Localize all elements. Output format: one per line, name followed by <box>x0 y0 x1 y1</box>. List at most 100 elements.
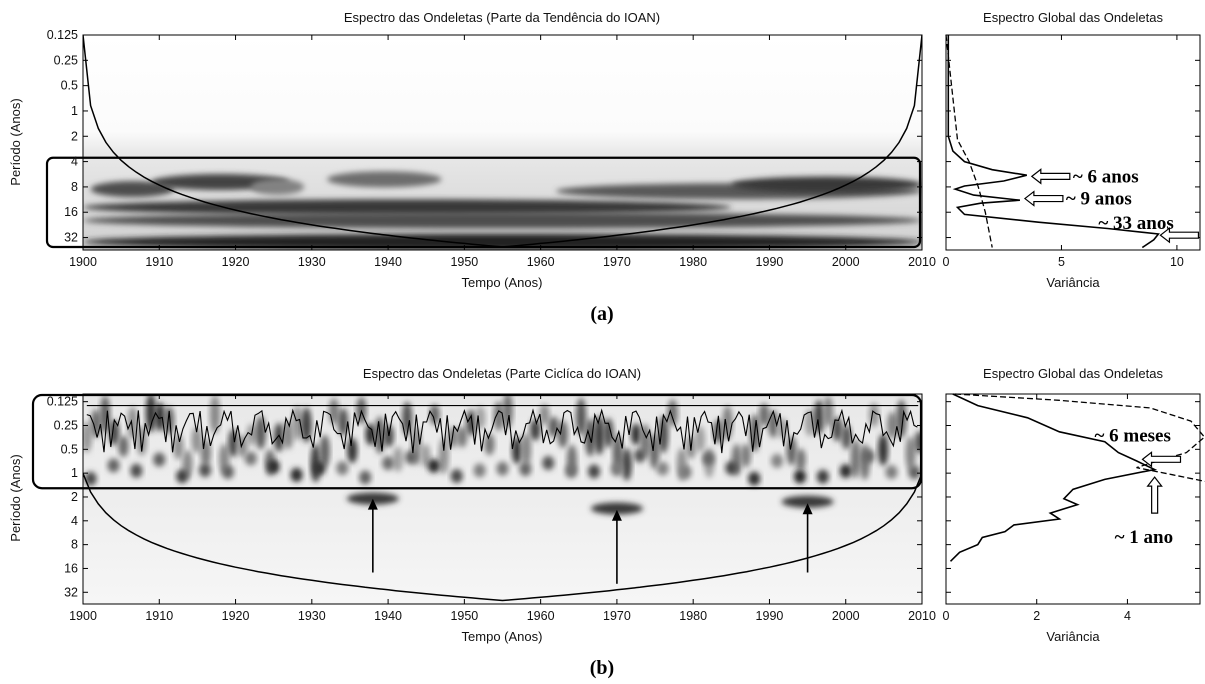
panel-b-global-y-ticks <box>946 401 1200 593</box>
annotation-label: ~ 6 anos <box>1073 166 1139 187</box>
heatmap-cell <box>839 464 852 479</box>
heatmap-cell <box>519 462 532 477</box>
heatmap-cell <box>530 419 541 441</box>
heatmap-band <box>83 212 922 229</box>
heatmap-cell <box>905 436 916 471</box>
heatmap-cell <box>565 464 578 479</box>
y-tick-label: 0.125 <box>47 395 78 409</box>
panel-b-global-x-label: Variância <box>1046 629 1100 644</box>
heatmap-cell <box>319 434 330 468</box>
heatmap-cell <box>290 467 303 482</box>
annotation-label: ~ 33 anos <box>1098 213 1173 234</box>
panel-b-caption: (b) <box>590 657 614 679</box>
panel-b-y-label: Período (Anos) <box>8 454 23 541</box>
heatmap-cell <box>640 424 651 458</box>
heatmap-blob <box>590 502 643 515</box>
x-tick-label: 1950 <box>450 609 478 623</box>
heatmap-cell <box>450 469 463 484</box>
heatmap-cell <box>365 423 376 446</box>
arrow-head <box>367 498 378 510</box>
heatmap-cell <box>862 449 875 464</box>
x-tick-label: 1920 <box>222 255 250 269</box>
panel-b-y-ticks: 0.125 0.25 0.5 1 2 4 8 16 32 <box>47 395 922 599</box>
y-tick-label: 0.125 <box>47 28 78 42</box>
panel-b-global-x-ticks: 0 2 4 <box>943 394 1131 623</box>
heatmap-cell <box>914 430 922 454</box>
x-tick-label: 1900 <box>69 609 97 623</box>
heatmap-cell <box>658 415 669 454</box>
heatmap-cell <box>621 448 632 481</box>
annotation-label: ~ 1 ano <box>1115 527 1173 548</box>
heatmap-cell <box>679 465 692 480</box>
y-tick-label: 32 <box>64 231 78 245</box>
heatmap-cell <box>603 417 614 448</box>
heatmap-cell <box>267 459 280 474</box>
panel-a-global: Espectro Global das Ondeletas 0 5 10 Variâ… <box>943 10 1201 290</box>
heatmap-cell <box>173 434 184 460</box>
hollow-arrow <box>1141 451 1182 468</box>
heatmap-cell <box>484 433 495 456</box>
solid-line <box>949 393 1158 562</box>
panel-b-global-title: Espectro Global das Ondeletas <box>983 366 1163 381</box>
panel-b-spectrum: Espectro das Ondeletas (Parte Ciclíca do… <box>8 366 936 644</box>
heatmap-cell <box>548 416 559 438</box>
heatmap-cell <box>244 451 257 466</box>
heatmap-cell <box>457 426 468 448</box>
heatmap-cell <box>725 460 738 475</box>
heatmap-cell <box>594 415 605 455</box>
heatmap-cell <box>878 433 889 466</box>
heatmap-cell <box>438 437 449 475</box>
panel-a-global-y-ticks <box>946 34 1200 239</box>
y-tick-label: 2 <box>71 490 78 504</box>
panel-a-heatmap <box>83 171 922 250</box>
x-tick-label: 1920 <box>222 609 250 623</box>
heatmap-cell <box>209 395 220 434</box>
arrow-head <box>802 503 813 515</box>
panel-a-highlight-band <box>45 156 922 249</box>
annotation-label: ~ 9 anos <box>1066 189 1132 210</box>
y-tick-label: 16 <box>64 561 78 575</box>
x-tick-label: 2000 <box>832 609 860 623</box>
panel-a-global-title: Espectro Global das Ondeletas <box>983 10 1163 25</box>
panel-a-y-label: Período (Anos) <box>8 98 23 185</box>
heatmap-cell <box>301 407 312 443</box>
heatmap-cell <box>795 448 806 471</box>
y-tick-label: 4 <box>71 155 78 169</box>
heatmap-cell <box>420 443 431 468</box>
heatmap-cell <box>200 438 211 467</box>
y-tick-label: 0.5 <box>61 79 78 93</box>
y-tick-label: 32 <box>64 585 78 599</box>
heatmap-cell <box>118 435 129 457</box>
heatmap-cell <box>896 399 907 439</box>
x-tick-label: 1950 <box>450 255 478 269</box>
x-tick-label: 0 <box>943 255 950 269</box>
hollow-arrow <box>1159 226 1200 244</box>
x-tick-label: 5 <box>1058 255 1065 269</box>
panel-a-x-label: Tempo (Anos) <box>462 275 543 290</box>
heatmap-cell <box>475 405 486 430</box>
y-tick-label: 0.5 <box>61 442 78 456</box>
heatmap-cell <box>511 437 522 465</box>
heatmap-cell <box>804 408 815 437</box>
panel-a-global-x-ticks: 0 5 10 <box>943 35 1184 269</box>
x-tick-label: 1960 <box>527 255 555 269</box>
heatmap-cell <box>328 398 339 425</box>
heatmap-cell <box>702 451 715 466</box>
panel-b-highlight-band <box>31 393 923 490</box>
heatmap-band <box>83 233 922 250</box>
heatmap-cell <box>610 462 623 477</box>
y-tick-label: 8 <box>71 538 78 552</box>
panel-b-arrows <box>367 498 813 584</box>
x-tick-label: 1970 <box>603 609 631 623</box>
x-tick-label: 1910 <box>145 255 173 269</box>
heatmap-cell <box>502 394 513 429</box>
panel-a-spectrum: Espectro das Ondeletas (Parte da Tendênc… <box>8 10 936 290</box>
heatmap-cell <box>336 461 349 476</box>
annotation-label: ~ 6 meses <box>1095 425 1171 446</box>
panel-a-caption: (a) <box>590 303 613 325</box>
x-tick-label: 1980 <box>679 255 707 269</box>
heatmap-cell <box>588 464 601 479</box>
y-tick-label: 4 <box>71 514 78 528</box>
heatmap-cell <box>107 458 120 473</box>
